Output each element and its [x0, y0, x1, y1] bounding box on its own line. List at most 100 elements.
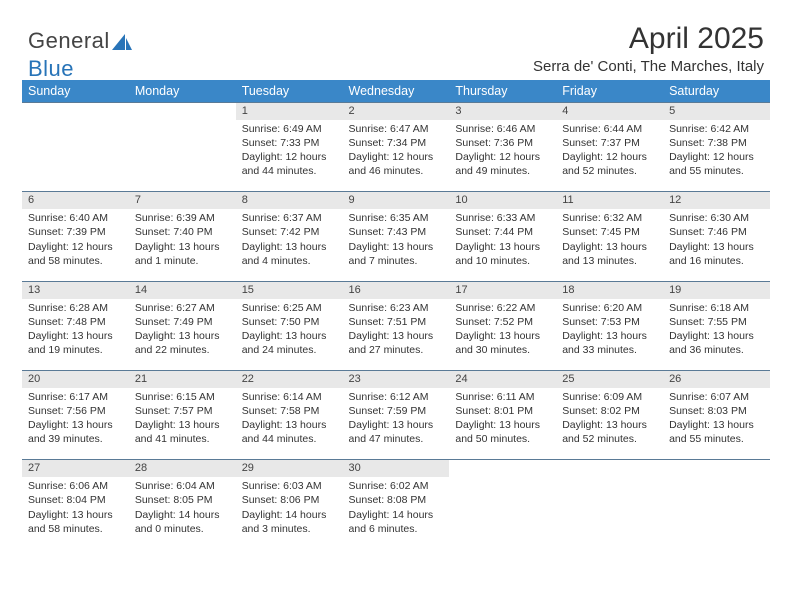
day-content-row: Sunrise: 6:17 AMSunset: 7:56 PM Daylight:… — [22, 388, 770, 460]
daylight-text: and 0 minutes. — [135, 522, 230, 536]
sunrise-text: Sunrise: 6:11 AM — [455, 390, 550, 404]
daylight-text: and 36 minutes. — [669, 343, 764, 357]
weekday-header: Tuesday — [236, 80, 343, 103]
weekday-header: Monday — [129, 80, 236, 103]
day-content-cell: Sunrise: 6:44 AMSunset: 7:37 PMDaylight:… — [556, 120, 663, 192]
day-content-cell: Sunrise: 6:14 AMSunset: 7:58 PMDaylight:… — [236, 388, 343, 460]
day-content-cell: Sunrise: 6:17 AMSunset: 7:56 PMDaylight:… — [22, 388, 129, 460]
day-number-cell: 18 — [556, 281, 663, 298]
sunset-text: Sunset: 7:40 PM — [135, 225, 230, 239]
day-number-cell: 2 — [343, 103, 450, 120]
day-number-cell: 3 — [449, 103, 556, 120]
day-number-cell — [129, 103, 236, 120]
day-number-cell — [663, 460, 770, 477]
day-number-cell: 27 — [22, 460, 129, 477]
daylight-text: and 4 minutes. — [242, 254, 337, 268]
sunset-text: Sunset: 7:38 PM — [669, 136, 764, 150]
day-number-cell: 10 — [449, 192, 556, 209]
day-content-cell — [449, 477, 556, 549]
page-title: April 2025 — [629, 22, 764, 56]
day-number-row: 20212223242526 — [22, 371, 770, 388]
sunset-text: Sunset: 7:52 PM — [455, 315, 550, 329]
day-number-row: 12345 — [22, 103, 770, 120]
daylight-text: Daylight: 12 hours — [28, 240, 123, 254]
daylight-text: and 30 minutes. — [455, 343, 550, 357]
page-subtitle: Serra de' Conti, The Marches, Italy — [533, 58, 764, 75]
calendar-table: Sunday Monday Tuesday Wednesday Thursday… — [22, 80, 770, 549]
sunset-text: Sunset: 8:02 PM — [562, 404, 657, 418]
day-content-cell: Sunrise: 6:03 AMSunset: 8:06 PMDaylight:… — [236, 477, 343, 549]
daylight-text: and 33 minutes. — [562, 343, 657, 357]
logo-text-2: Blue — [28, 56, 74, 81]
sunset-text: Sunset: 7:51 PM — [349, 315, 444, 329]
daylight-text: and 41 minutes. — [135, 432, 230, 446]
sunrise-text: Sunrise: 6:30 AM — [669, 211, 764, 225]
daylight-text: Daylight: 14 hours — [349, 508, 444, 522]
day-number-cell: 9 — [343, 192, 450, 209]
day-number-row: 6789101112 — [22, 192, 770, 209]
sunrise-text: Sunrise: 6:33 AM — [455, 211, 550, 225]
sunrise-text: Sunrise: 6:03 AM — [242, 479, 337, 493]
daylight-text: and 10 minutes. — [455, 254, 550, 268]
sunset-text: Sunset: 7:58 PM — [242, 404, 337, 418]
day-number-cell: 11 — [556, 192, 663, 209]
day-content-cell: Sunrise: 6:06 AMSunset: 8:04 PMDaylight:… — [22, 477, 129, 549]
daylight-text: and 58 minutes. — [28, 254, 123, 268]
sunset-text: Sunset: 7:42 PM — [242, 225, 337, 239]
daylight-text: Daylight: 13 hours — [669, 240, 764, 254]
sunset-text: Sunset: 7:57 PM — [135, 404, 230, 418]
day-content-cell — [556, 477, 663, 549]
day-content-row: Sunrise: 6:40 AMSunset: 7:39 PMDaylight:… — [22, 209, 770, 281]
sunset-text: Sunset: 7:50 PM — [242, 315, 337, 329]
sunrise-text: Sunrise: 6:49 AM — [242, 122, 337, 136]
day-number-cell: 28 — [129, 460, 236, 477]
day-number-cell: 8 — [236, 192, 343, 209]
daylight-text: and 27 minutes. — [349, 343, 444, 357]
sunrise-text: Sunrise: 6:18 AM — [669, 301, 764, 315]
daylight-text: Daylight: 12 hours — [242, 150, 337, 164]
daylight-text: Daylight: 13 hours — [135, 240, 230, 254]
daylight-text: Daylight: 12 hours — [562, 150, 657, 164]
sunrise-text: Sunrise: 6:17 AM — [28, 390, 123, 404]
day-number-cell: 22 — [236, 371, 343, 388]
daylight-text: Daylight: 13 hours — [455, 418, 550, 432]
day-content-cell — [22, 120, 129, 192]
sunrise-text: Sunrise: 6:07 AM — [669, 390, 764, 404]
daylight-text: Daylight: 13 hours — [455, 329, 550, 343]
daylight-text: and 46 minutes. — [349, 164, 444, 178]
sunrise-text: Sunrise: 6:47 AM — [349, 122, 444, 136]
sunrise-text: Sunrise: 6:20 AM — [562, 301, 657, 315]
day-number-cell: 20 — [22, 371, 129, 388]
day-content-cell: Sunrise: 6:39 AMSunset: 7:40 PMDaylight:… — [129, 209, 236, 281]
daylight-text: Daylight: 13 hours — [562, 329, 657, 343]
day-number-row: 13141516171819 — [22, 281, 770, 298]
daylight-text: and 13 minutes. — [562, 254, 657, 268]
daylight-text: Daylight: 13 hours — [562, 418, 657, 432]
day-number-cell: 25 — [556, 371, 663, 388]
day-content-cell: Sunrise: 6:46 AMSunset: 7:36 PMDaylight:… — [449, 120, 556, 192]
day-number-cell: 21 — [129, 371, 236, 388]
sunrise-text: Sunrise: 6:25 AM — [242, 301, 337, 315]
daylight-text: Daylight: 13 hours — [28, 508, 123, 522]
sunrise-text: Sunrise: 6:27 AM — [135, 301, 230, 315]
day-number-cell: 1 — [236, 103, 343, 120]
day-number-cell: 15 — [236, 281, 343, 298]
daylight-text: and 6 minutes. — [349, 522, 444, 536]
day-number-cell: 4 — [556, 103, 663, 120]
sunrise-text: Sunrise: 6:32 AM — [562, 211, 657, 225]
daylight-text: Daylight: 13 hours — [242, 418, 337, 432]
daylight-text: and 49 minutes. — [455, 164, 550, 178]
sunrise-text: Sunrise: 6:37 AM — [242, 211, 337, 225]
sunrise-text: Sunrise: 6:40 AM — [28, 211, 123, 225]
logo-sail-icon — [112, 30, 132, 56]
daylight-text: and 7 minutes. — [349, 254, 444, 268]
sunrise-text: Sunrise: 6:35 AM — [349, 211, 444, 225]
sunset-text: Sunset: 7:56 PM — [28, 404, 123, 418]
day-content-row: Sunrise: 6:28 AMSunset: 7:48 PMDaylight:… — [22, 299, 770, 371]
sunset-text: Sunset: 8:04 PM — [28, 493, 123, 507]
daylight-text: and 22 minutes. — [135, 343, 230, 357]
sunrise-text: Sunrise: 6:39 AM — [135, 211, 230, 225]
sunset-text: Sunset: 7:44 PM — [455, 225, 550, 239]
day-content-cell: Sunrise: 6:30 AMSunset: 7:46 PMDaylight:… — [663, 209, 770, 281]
day-content-cell — [129, 120, 236, 192]
